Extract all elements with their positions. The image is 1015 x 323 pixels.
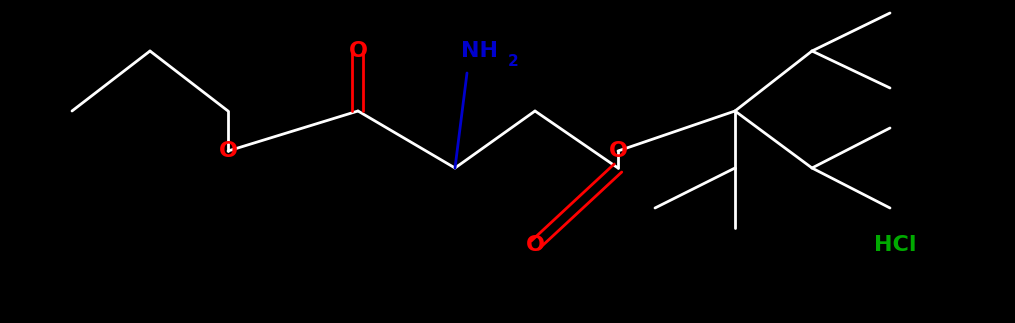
Text: O: O <box>609 141 627 161</box>
Text: NH: NH <box>462 41 498 61</box>
Text: 2: 2 <box>508 54 519 68</box>
Text: O: O <box>218 141 238 161</box>
Text: HCl: HCl <box>874 235 917 255</box>
Text: O: O <box>348 41 367 61</box>
Text: O: O <box>526 235 544 255</box>
